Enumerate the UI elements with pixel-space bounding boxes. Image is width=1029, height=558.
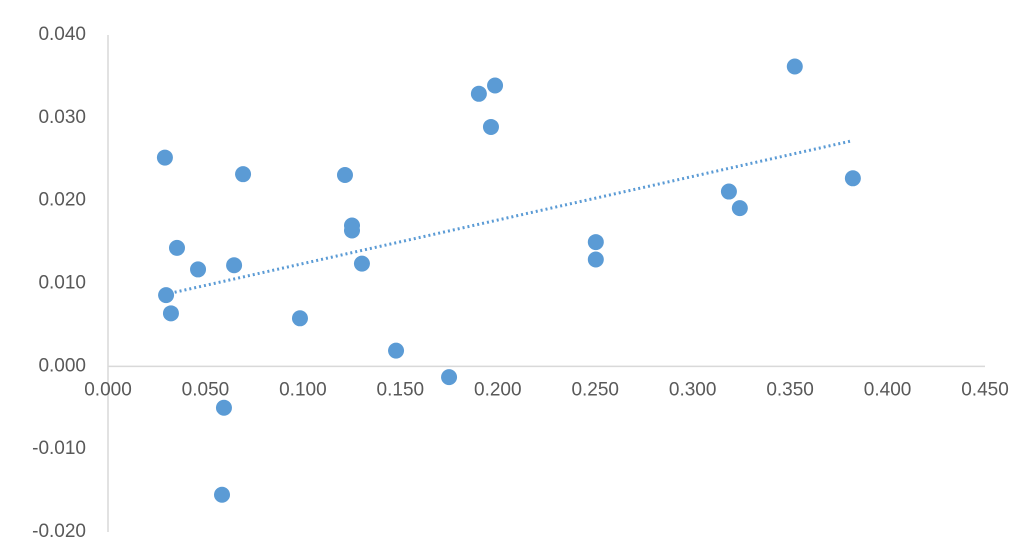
trendline <box>164 139 854 296</box>
x-tick-label: 0.450 <box>961 379 1009 400</box>
scatter-point <box>214 486 231 503</box>
scatter-point <box>168 239 185 256</box>
scatter-point <box>344 222 361 239</box>
x-tick-label: 0.400 <box>864 379 912 400</box>
scatter-point <box>482 118 499 135</box>
scatter-point <box>786 58 803 75</box>
scatter-point <box>336 166 353 183</box>
x-tick-label: 0.100 <box>279 379 327 400</box>
x-tick-label: 0.250 <box>571 379 619 400</box>
scatter-point <box>587 251 604 268</box>
x-tick-label: 0.000 <box>84 379 132 400</box>
scatter-point <box>353 255 370 272</box>
scatter-point <box>720 183 737 200</box>
y-tick-label: -0.020 <box>32 521 86 542</box>
scatter-point <box>844 170 861 187</box>
y-tick-label: 0.020 <box>38 190 86 211</box>
y-tick-label: -0.010 <box>32 438 86 459</box>
scatter-point <box>731 200 748 217</box>
scatter-point <box>587 234 604 251</box>
y-tick-label: 0.030 <box>38 107 86 128</box>
scatter-point <box>162 305 179 322</box>
scatter-point <box>158 287 175 304</box>
scatter-point <box>470 85 487 102</box>
x-tick-label: 0.300 <box>669 379 717 400</box>
x-tick-label: 0.200 <box>474 379 522 400</box>
scatter-point <box>388 342 405 359</box>
scatter-point <box>215 399 232 416</box>
scatter-point <box>235 166 252 183</box>
scatter-point <box>190 261 207 278</box>
scatter-point <box>291 310 308 327</box>
y-tick-label: 0.010 <box>38 273 86 294</box>
y-tick-label: 0.040 <box>38 24 86 45</box>
x-tick-label: 0.150 <box>377 379 425 400</box>
x-tick-label: 0.350 <box>766 379 814 400</box>
scatter-point <box>441 369 458 386</box>
scatter-point <box>487 77 504 94</box>
scatter-point <box>226 257 243 274</box>
scatter-point <box>156 149 173 166</box>
y-tick-label: 0.000 <box>38 355 86 376</box>
x-tick-label: 0.050 <box>182 379 230 400</box>
